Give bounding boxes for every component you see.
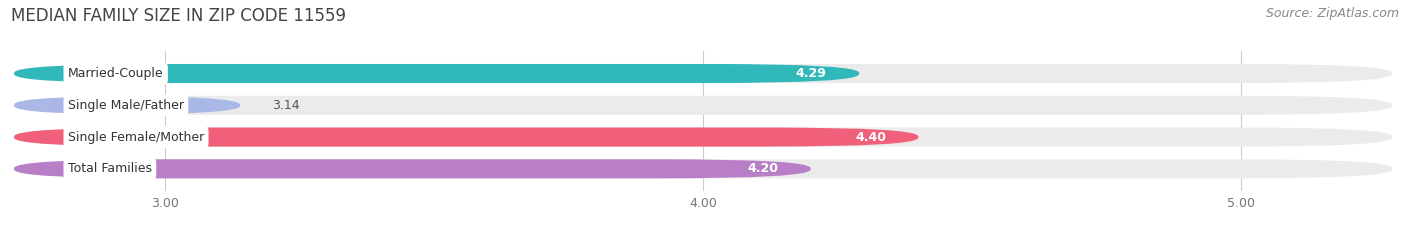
FancyBboxPatch shape xyxy=(14,127,918,147)
Text: Source: ZipAtlas.com: Source: ZipAtlas.com xyxy=(1265,7,1399,20)
FancyBboxPatch shape xyxy=(14,96,240,115)
Text: Single Male/Father: Single Male/Father xyxy=(67,99,184,112)
Text: 4.29: 4.29 xyxy=(796,67,827,80)
FancyBboxPatch shape xyxy=(14,159,1392,178)
Text: Married-Couple: Married-Couple xyxy=(67,67,163,80)
Text: 4.40: 4.40 xyxy=(855,130,886,144)
Text: Single Female/Mother: Single Female/Mother xyxy=(67,130,204,144)
FancyBboxPatch shape xyxy=(14,127,1392,147)
FancyBboxPatch shape xyxy=(14,159,811,178)
Text: 4.20: 4.20 xyxy=(748,162,779,175)
Text: MEDIAN FAMILY SIZE IN ZIP CODE 11559: MEDIAN FAMILY SIZE IN ZIP CODE 11559 xyxy=(11,7,346,25)
FancyBboxPatch shape xyxy=(14,64,859,83)
FancyBboxPatch shape xyxy=(14,64,1392,83)
Text: Total Families: Total Families xyxy=(67,162,152,175)
FancyBboxPatch shape xyxy=(14,96,1392,115)
Text: 3.14: 3.14 xyxy=(273,99,299,112)
